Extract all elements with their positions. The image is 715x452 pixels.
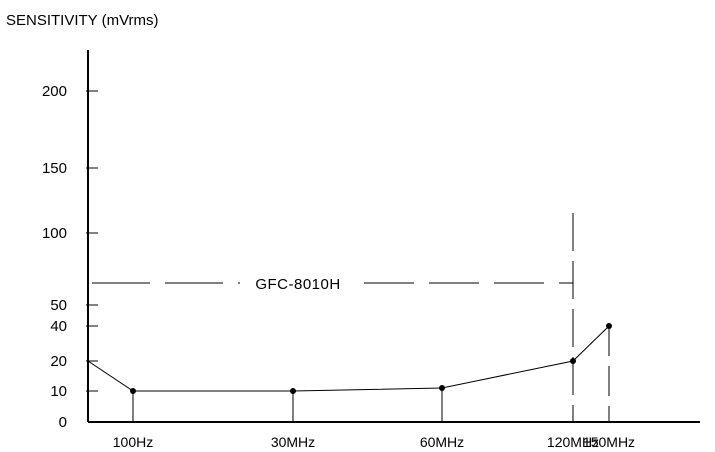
y-tick-label: 50 — [50, 297, 67, 314]
y-tick-label: 10 — [50, 383, 67, 400]
gfc-8010h-range — [88, 213, 610, 422]
data-point — [290, 388, 296, 394]
point-drop-lines — [132, 388, 443, 422]
y-tick-label: 0 — [59, 414, 67, 431]
data-point — [570, 358, 576, 364]
data-point — [130, 388, 136, 394]
x-tick-label: 30MHz — [271, 434, 315, 450]
y-tick-label: 150 — [42, 160, 67, 177]
y-tick-label: 200 — [42, 83, 67, 100]
y-tick-label: 100 — [42, 225, 67, 242]
y-ticks: 0 10 20 40 50 100 150 200 — [42, 83, 98, 431]
y-tick-label: 40 — [50, 318, 67, 335]
gfc-8010h-label: GFC-8010H — [255, 276, 340, 293]
y-axis-label: SENSITIVITY (mVrms) — [6, 12, 159, 29]
x-tick-label: 120MHz — [547, 434, 599, 450]
x-tick-label: 60MHz — [420, 434, 464, 450]
axes — [87, 50, 700, 423]
x-tick-label: 150MHz — [583, 434, 635, 450]
y-tick-label: 20 — [50, 353, 67, 370]
x-tick-label: 100Hz — [113, 434, 153, 450]
series-line — [87, 325, 610, 392]
data-point — [606, 323, 612, 329]
data-point — [439, 385, 445, 391]
series — [87, 323, 612, 394]
